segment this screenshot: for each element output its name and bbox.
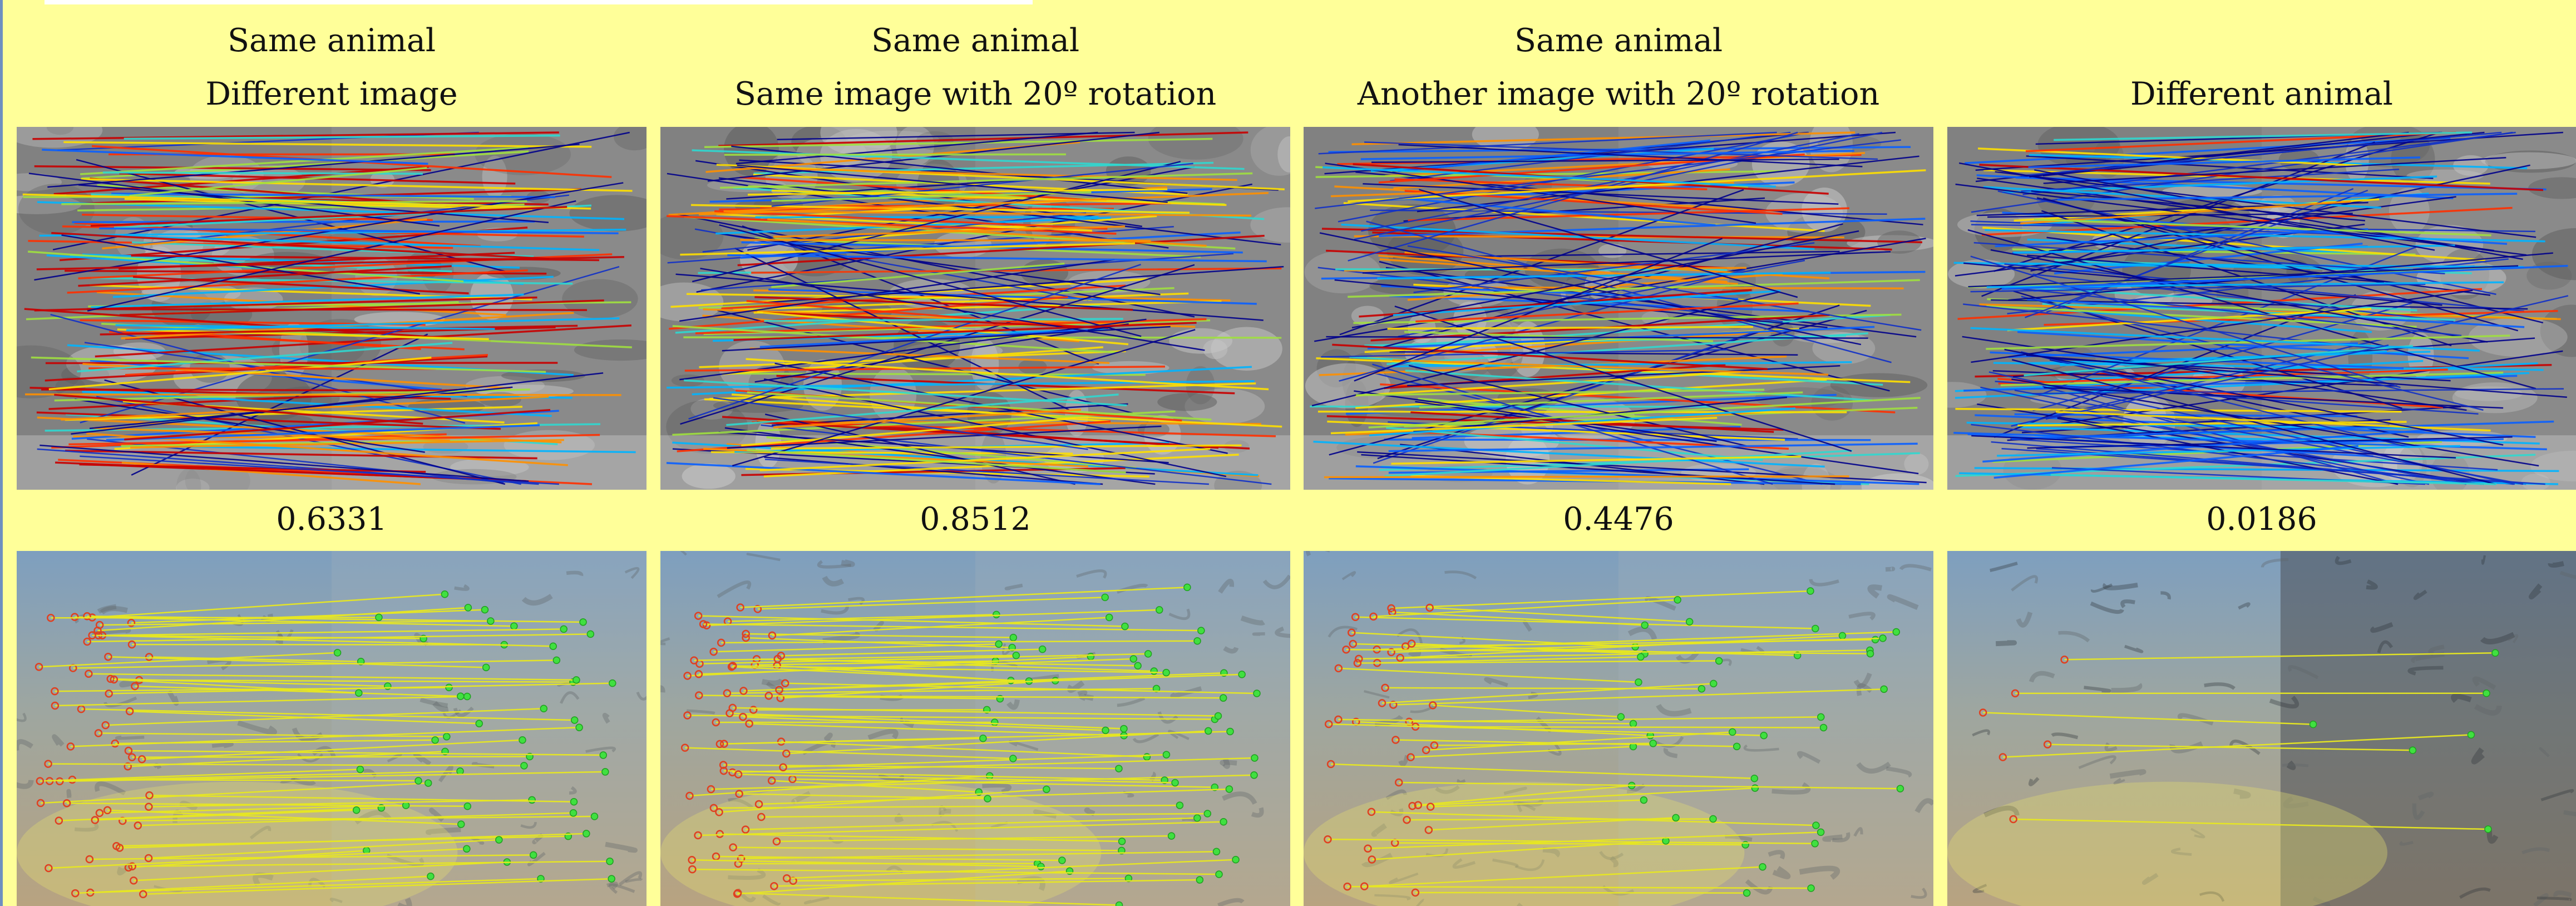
- col2-header-line2: Same image with 20º rotation: [734, 76, 1217, 112]
- col3-keypoint-matches-image: [1304, 551, 1933, 906]
- col3-heatmap-matches-image: [1304, 127, 1933, 490]
- col2-score: 0.8512: [920, 501, 1031, 538]
- col1-header-line1: Same animal: [227, 22, 436, 59]
- col4-header-line2: Different animal: [2130, 76, 2394, 112]
- window-left-edge: [0, 0, 3, 906]
- col2-keypoint-matches-image: [660, 551, 1290, 906]
- col2-header-line1: Same animal: [871, 22, 1080, 59]
- col1-heatmap-matches-image: [17, 127, 647, 490]
- col2-heatmap-matches-image: [660, 127, 1290, 490]
- col3-header-line1: Same animal: [1514, 22, 1723, 59]
- col4-heatmap-matches-image: [1947, 127, 2576, 490]
- col1-keypoint-matches-image: [17, 551, 647, 906]
- col3-score: 0.4476: [1563, 501, 1674, 538]
- col3-header-line2: Another image with 20º rotation: [1357, 76, 1880, 112]
- col4-score: 0.0186: [2206, 501, 2317, 538]
- col1-score: 0.6331: [276, 501, 387, 538]
- col4-keypoint-matches-image: [1947, 551, 2576, 906]
- top-white-strip: [45, 0, 1033, 4]
- col1-header-line2: Different image: [205, 76, 458, 112]
